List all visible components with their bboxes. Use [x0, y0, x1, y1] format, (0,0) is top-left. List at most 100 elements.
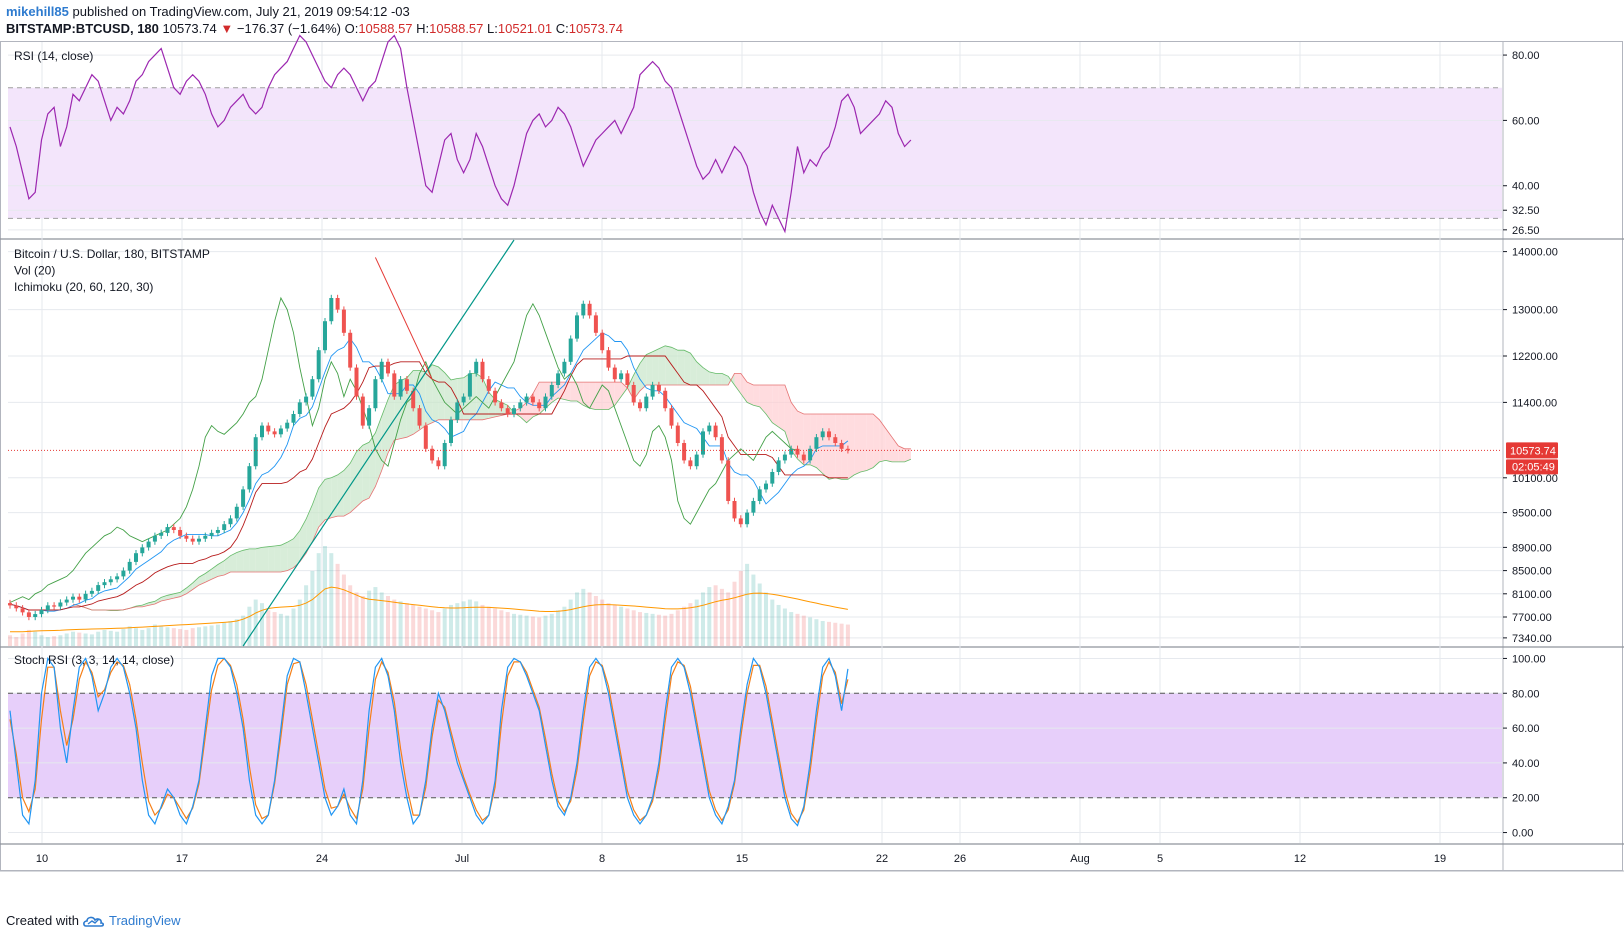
rsi-line[interactable] [9, 34, 912, 234]
candle[interactable] [379, 358, 384, 383]
stoch-k-line[interactable] [9, 656, 849, 827]
candle[interactable] [8, 599, 12, 609]
candle[interactable] [808, 445, 813, 464]
ascending-trendline[interactable] [242, 239, 515, 647]
candle[interactable] [234, 503, 239, 522]
candle[interactable] [480, 358, 485, 383]
candle[interactable] [682, 439, 687, 464]
tenkan-line[interactable] [9, 332, 849, 612]
candle[interactable] [694, 451, 699, 470]
candle[interactable] [593, 312, 598, 336]
candle[interactable] [77, 593, 82, 603]
candle[interactable] [751, 497, 756, 516]
candle[interactable] [430, 445, 435, 464]
candle[interactable] [530, 393, 535, 406]
candle[interactable] [52, 602, 57, 610]
candle[interactable] [587, 300, 592, 319]
candle[interactable] [354, 364, 359, 400]
candle[interactable] [713, 422, 718, 441]
candle[interactable] [675, 422, 680, 447]
candle[interactable] [222, 521, 227, 534]
candle[interactable] [26, 609, 31, 621]
candle[interactable] [127, 558, 132, 574]
candle[interactable] [612, 364, 617, 383]
candle[interactable] [562, 358, 567, 377]
candle[interactable] [64, 596, 69, 606]
author-name[interactable]: mikehill85 [6, 4, 69, 19]
candle[interactable] [83, 590, 88, 603]
candle[interactable] [600, 329, 605, 354]
candle[interactable] [726, 457, 731, 505]
candle[interactable] [638, 399, 642, 412]
candle[interactable] [373, 376, 378, 412]
candle[interactable] [606, 347, 611, 371]
candle[interactable] [146, 538, 151, 551]
candle[interactable] [310, 376, 315, 400]
candle[interactable] [707, 422, 712, 435]
candle[interactable] [512, 405, 516, 418]
candle[interactable] [266, 422, 271, 435]
candle[interactable] [398, 376, 403, 400]
candle[interactable] [58, 599, 63, 610]
candle[interactable] [278, 425, 283, 438]
descending-trendline[interactable] [374, 257, 433, 380]
chikou-line[interactable] [9, 296, 798, 603]
candle[interactable] [423, 422, 428, 452]
candle[interactable] [297, 399, 302, 418]
candle[interactable] [417, 405, 422, 429]
candle[interactable] [770, 468, 775, 487]
candle[interactable] [518, 399, 523, 412]
candle[interactable] [455, 399, 460, 423]
candle[interactable] [814, 434, 819, 452]
candle[interactable] [14, 602, 19, 612]
candle[interactable] [524, 393, 529, 406]
candle[interactable] [719, 434, 724, 464]
candle[interactable] [140, 544, 145, 557]
candle[interactable] [801, 451, 806, 464]
candle[interactable] [795, 445, 800, 458]
volume-ma-line[interactable] [10, 586, 848, 633]
candle[interactable] [505, 405, 510, 418]
candle[interactable] [782, 451, 787, 464]
candle[interactable] [499, 399, 504, 412]
stoch-legend-0[interactable]: Stoch RSI (3, 3, 14, 14, close) [14, 653, 174, 667]
candle[interactable] [323, 318, 327, 354]
candle[interactable] [348, 329, 353, 371]
candle[interactable] [304, 393, 309, 406]
candle[interactable] [556, 370, 561, 389]
candle[interactable] [745, 509, 750, 528]
candle[interactable] [102, 579, 107, 589]
price-legend-0[interactable]: Bitcoin / U.S. Dollar, 180, BITSTAMP [14, 247, 210, 261]
candle[interactable] [650, 381, 655, 400]
candle[interactable] [392, 370, 397, 400]
candle[interactable] [568, 335, 573, 365]
candle[interactable] [335, 294, 340, 313]
candle[interactable] [449, 416, 453, 447]
candle[interactable] [71, 593, 75, 603]
candle[interactable] [197, 535, 201, 545]
candle[interactable] [367, 405, 372, 429]
candle[interactable] [833, 434, 838, 447]
candle[interactable] [776, 457, 781, 476]
candle[interactable] [241, 486, 246, 510]
candle[interactable] [789, 445, 794, 458]
candle[interactable] [115, 573, 120, 583]
candle[interactable] [839, 439, 844, 452]
candle[interactable] [39, 606, 44, 618]
candle[interactable] [537, 399, 542, 412]
price-legend-2[interactable]: Ichimoku (20, 60, 120, 30) [14, 280, 153, 294]
candle[interactable] [467, 370, 472, 400]
candle[interactable] [291, 410, 296, 426]
kijun-line[interactable] [9, 355, 848, 611]
candle[interactable] [656, 381, 661, 394]
candle[interactable] [96, 581, 101, 595]
candle[interactable] [316, 347, 321, 383]
candle[interactable] [493, 387, 498, 406]
candle[interactable] [486, 376, 491, 394]
candle[interactable] [108, 576, 113, 586]
candle[interactable] [461, 393, 466, 406]
candle[interactable] [228, 515, 233, 528]
candle[interactable] [436, 457, 441, 470]
candle[interactable] [631, 381, 636, 406]
